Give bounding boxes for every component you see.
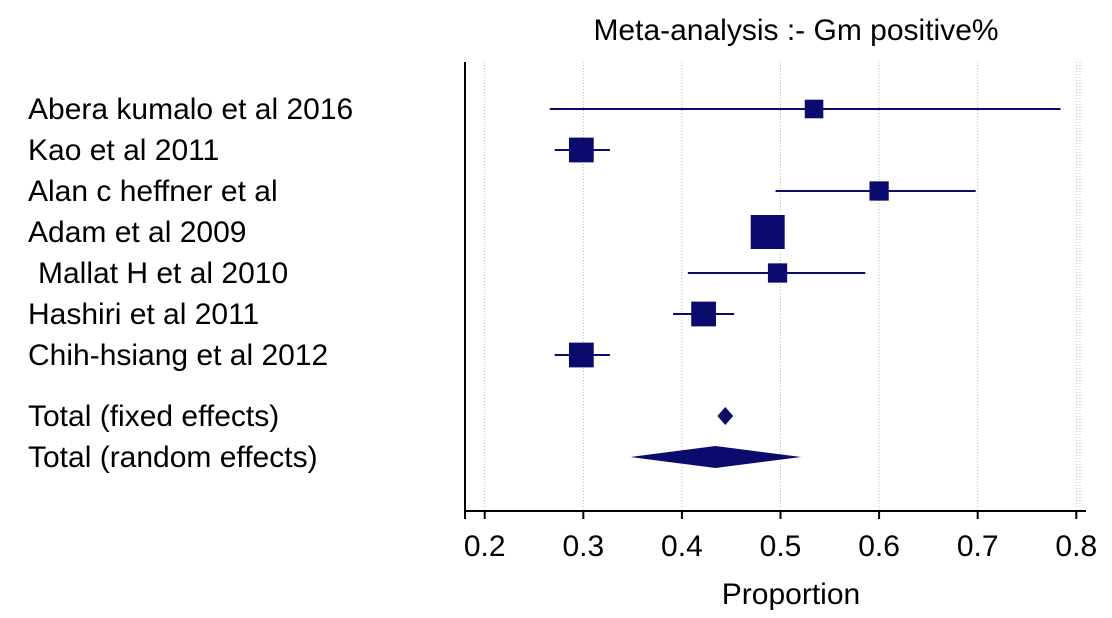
x-tick-label: 0.5 (760, 530, 802, 563)
study-estimate-marker (568, 342, 594, 368)
study-label: Adam et al 2009 (28, 216, 246, 249)
x-tick-label: 0.7 (957, 530, 999, 563)
study-estimate-marker (691, 301, 716, 327)
x-axis-label: Proportion (722, 578, 860, 611)
axes: 0.2 0.3 0.4 0.5 0.6 0.7 0.8 (464, 62, 1097, 563)
study-markers (549, 99, 1061, 368)
pooled-estimates (630, 407, 802, 468)
study-label: Mallat H et al 2010 (38, 257, 288, 290)
pooled-diamond (630, 446, 802, 468)
x-tick-label: 0.6 (858, 530, 900, 563)
chart-title: Meta-analysis :- Gm positive% (593, 14, 998, 47)
study-estimate-marker (804, 99, 824, 119)
pooled-diamond (717, 407, 734, 425)
x-tick-label: 0.3 (562, 530, 604, 563)
pooled-label: Total (random effects) (28, 441, 318, 474)
study-estimate-marker (750, 215, 785, 249)
study-estimate-marker (767, 263, 788, 283)
study-labels: Abera kumalo et al 2016 Kao et al 2011 Ala… (28, 93, 353, 474)
study-estimate-marker (568, 137, 594, 163)
x-tick-label: 0.2 (464, 530, 506, 563)
study-label: Kao et al 2011 (28, 134, 219, 167)
study-label: Hashiri et al 2011 (28, 298, 259, 331)
study-label: Abera kumalo et al 2016 (28, 93, 353, 126)
study-label: Alan c heffner et al (28, 175, 278, 208)
study-label: Chih-hsiang et al 2012 (28, 339, 328, 372)
x-tick-label: 0.8 (1055, 530, 1097, 563)
grid-lines (484, 62, 1081, 511)
study-estimate-marker (869, 181, 889, 201)
pooled-label: Total (fixed effects) (28, 400, 279, 433)
x-tick-label: 0.4 (661, 530, 703, 563)
